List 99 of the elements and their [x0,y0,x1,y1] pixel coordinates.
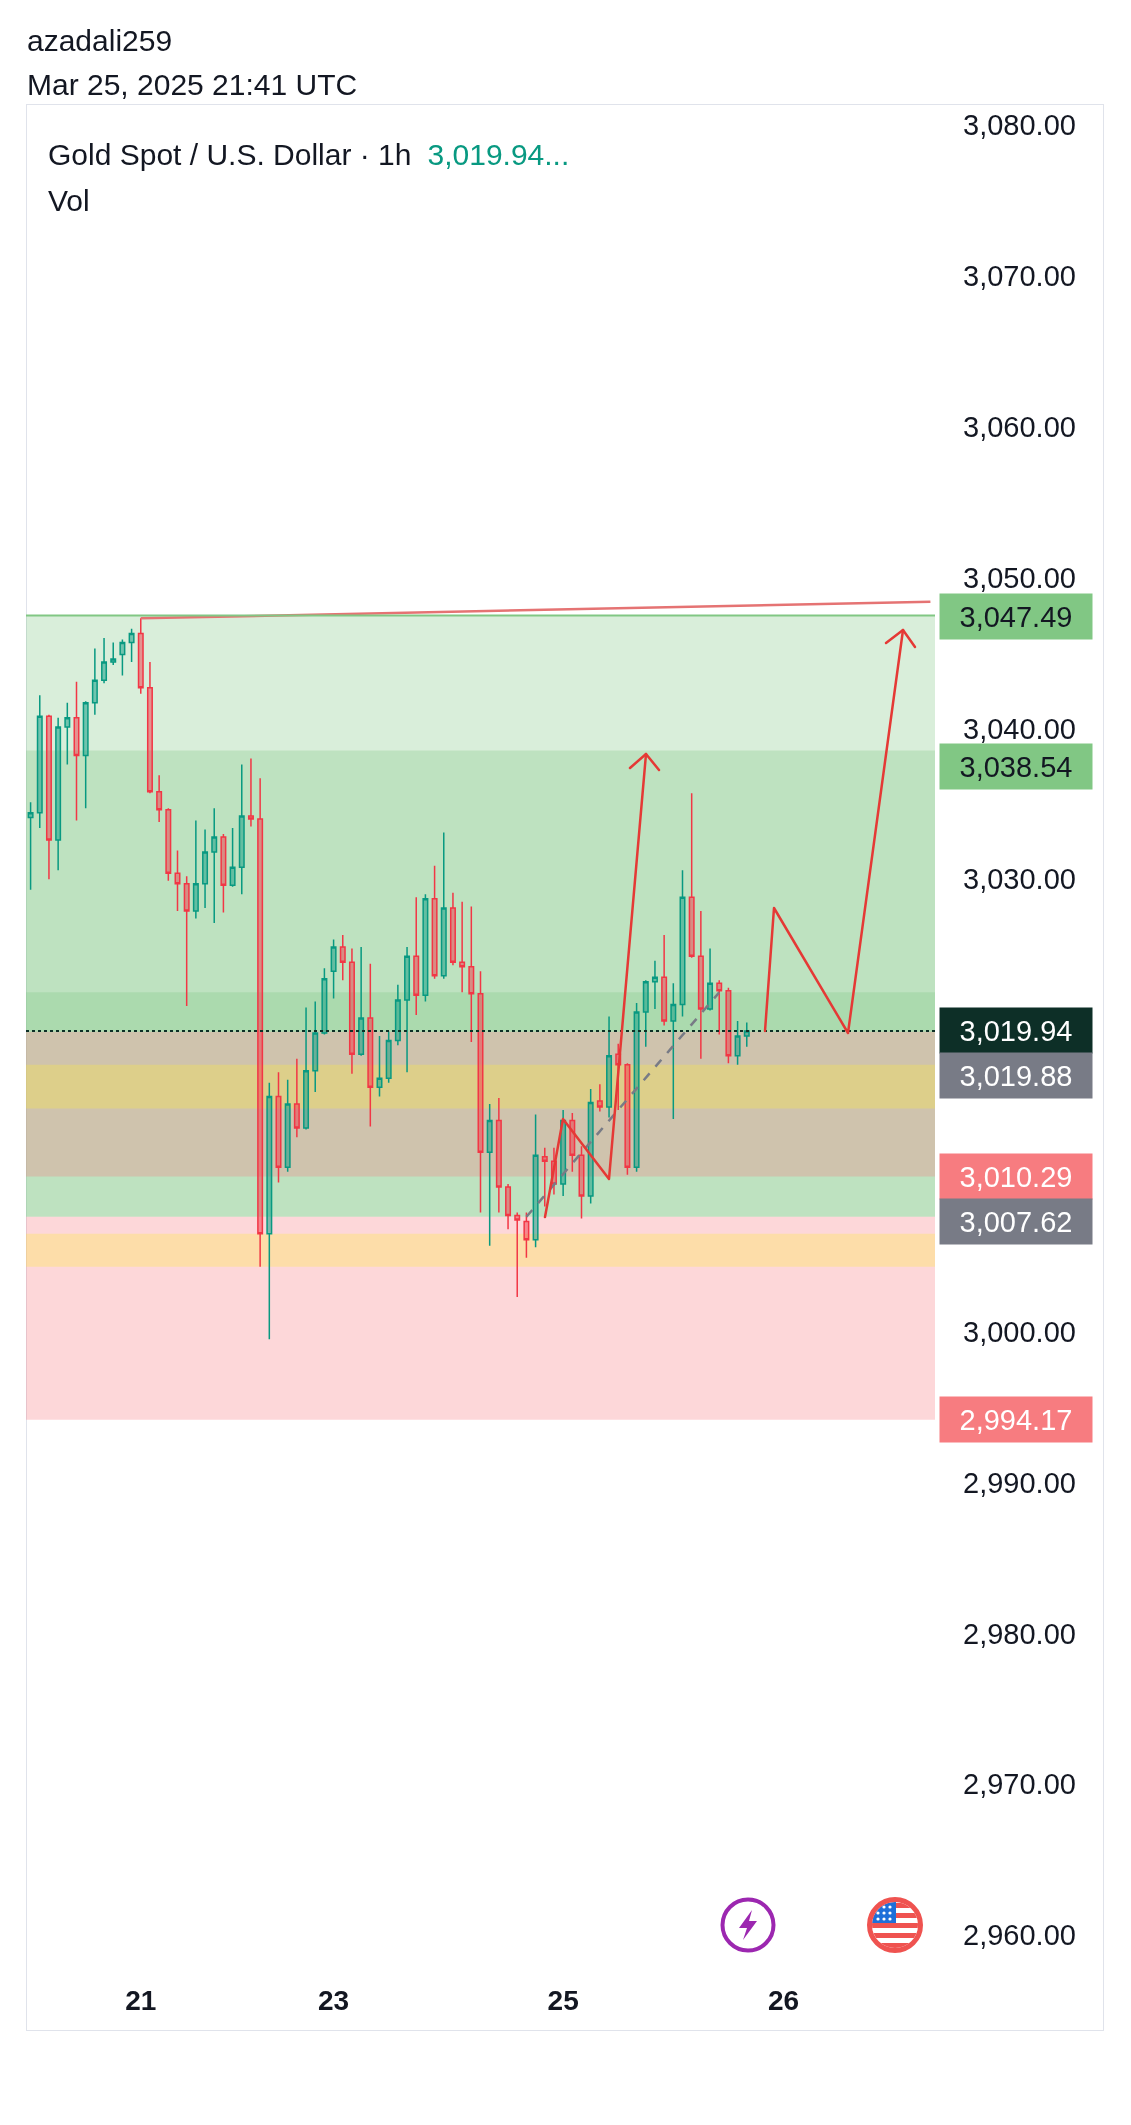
candlestick [468,905,475,1043]
candlestick [606,1015,613,1119]
candlestick [413,896,420,1016]
x-tick-label: 26 [767,1985,800,2016]
x-tick-label: 25 [547,1985,579,2016]
candlestick [505,1183,512,1230]
candlestick [358,946,365,1057]
annotation: 3,019.94... [427,138,570,171]
text: Vol [48,183,90,219]
candlestick [73,680,80,822]
candlestick [257,777,264,1268]
candlestick [440,831,447,980]
candlestick [330,938,337,1000]
x-tick-label: 23 [318,1985,350,2016]
text: Gold Spot / U.S. Dollar · 1h [48,138,412,171]
candlestick [64,702,71,766]
candlestick [211,807,218,924]
candlestick [156,774,163,823]
candlestick [367,962,374,1128]
candlestick [596,1083,603,1113]
candlestick [45,714,52,880]
text: Mar 25, 2025 21:41 UTC [27,67,358,103]
candlestick [670,982,677,1120]
y-tick-label: 2,960.00 [963,1919,1076,1952]
candlestick [431,864,438,980]
candlestick [394,984,401,1046]
candlestick [459,901,466,994]
y-tick-label: 2,980.00 [963,1617,1076,1650]
band-label: 3,038.54 [959,750,1073,783]
candlestick [661,934,668,1027]
candlestick [422,893,429,1003]
candlestick [633,1002,640,1173]
text: azadali259 [27,23,173,59]
y-tick-label: 3,080.00 [963,109,1076,142]
y-tick-label: 3,060.00 [963,410,1076,443]
candlestick [119,638,126,677]
candlestick [303,1006,310,1131]
candlestick [101,637,108,684]
candlestick [238,763,245,896]
candlestick [82,700,89,810]
y-tick-label: 2,990.00 [963,1466,1076,1499]
ref-line-label: 3,019.94 [959,1014,1073,1047]
candlestick [275,1071,282,1184]
band-label: 3,007.62 [959,1205,1073,1238]
candlestick [36,694,43,829]
candlestick [266,1082,273,1340]
candlestick [137,617,144,695]
y-tick-label: 3,050.00 [963,561,1076,594]
candlestick [174,849,181,912]
candlestick [707,947,714,1012]
candlestick [312,1000,319,1093]
candlestick [523,1211,530,1259]
candlestick [697,910,704,1060]
candlestick [532,1113,539,1248]
candlestick [128,628,135,663]
candlestick [725,987,732,1064]
candlestick [541,1146,548,1208]
candlestick [293,1057,300,1138]
candlestick [449,892,456,966]
candlestick [569,1112,576,1173]
y-tick-label: 3,030.00 [963,863,1076,896]
candlestick [642,979,649,1048]
candlestick [165,807,172,882]
candlestick [183,875,190,1007]
band-label: 3,019.88 [959,1059,1073,1092]
x-tick-label: 21 [125,1985,157,2016]
candlestick [404,946,411,1074]
candlestick [624,1062,631,1176]
candlestick [477,970,484,1214]
candlestick [734,1020,741,1066]
candlestick [688,792,695,959]
candlestick [495,1097,502,1214]
candlestick [247,757,254,828]
candlestick [651,959,658,1010]
candlestick [202,828,209,909]
candlestick [55,717,62,871]
candlestick [486,1103,493,1247]
candlestick [339,934,346,982]
candlestick [220,833,227,914]
y-tick-label: 2,970.00 [963,1768,1076,1801]
candlestick [284,1079,291,1173]
candlestick [146,661,153,795]
candlestick [27,801,34,891]
candlestick [385,1030,392,1084]
candlestick [91,647,98,716]
candlestick [587,1088,594,1205]
y-tick-label: 3,070.00 [963,260,1076,293]
band-label: 3,010.29 [959,1160,1073,1193]
candlestick [192,819,199,920]
candlestick [679,869,686,1018]
y-tick-label: 3,000.00 [963,1315,1076,1348]
band-label: 2,994.17 [959,1403,1073,1436]
ref-line-label: 3,047.49 [959,600,1073,633]
candlestick [578,1145,585,1220]
candlestick [348,947,355,1075]
candlestick [229,827,236,888]
candlestick [376,1035,383,1098]
y-tick-label: 3,040.00 [963,712,1076,745]
candlestick [321,967,328,1036]
